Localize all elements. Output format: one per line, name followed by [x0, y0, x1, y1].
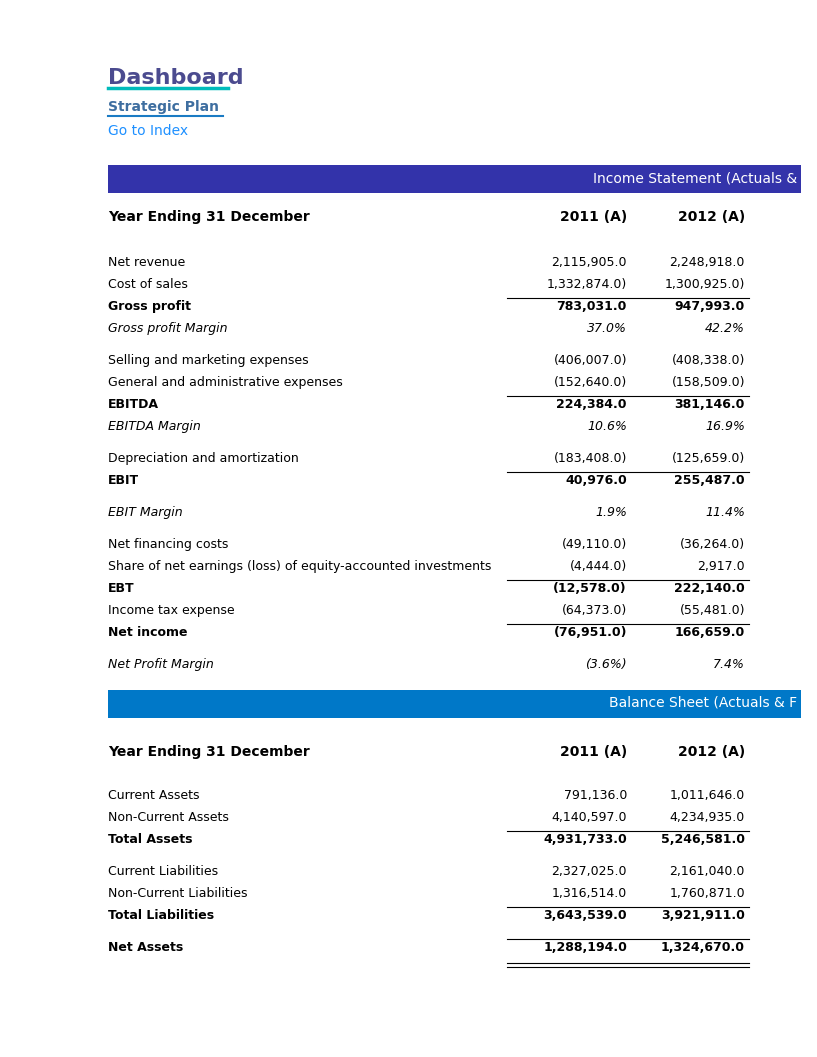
- Text: Net Assets: Net Assets: [108, 941, 183, 954]
- Text: (36,264.0): (36,264.0): [680, 538, 745, 551]
- Bar: [108, 690, 801, 718]
- Text: Selling and marketing expenses: Selling and marketing expenses: [108, 354, 309, 367]
- Text: 1,300,925.0): 1,300,925.0): [664, 278, 745, 291]
- Text: 3,921,911.0: 3,921,911.0: [661, 909, 745, 922]
- Text: 2,248,918.0: 2,248,918.0: [670, 256, 745, 268]
- Text: Strategic Plan: Strategic Plan: [108, 100, 219, 114]
- Text: 2012 (A): 2012 (A): [678, 210, 745, 224]
- Text: 7.4%: 7.4%: [713, 659, 745, 671]
- Text: 2,917.0: 2,917.0: [698, 560, 745, 573]
- Text: General and administrative expenses: General and administrative expenses: [108, 376, 343, 389]
- Text: 224,384.0: 224,384.0: [556, 398, 627, 411]
- Text: 4,140,597.0: 4,140,597.0: [551, 811, 627, 824]
- Text: 2,327,025.0: 2,327,025.0: [551, 865, 627, 878]
- Text: EBT: EBT: [108, 582, 135, 595]
- Text: 2011 (A): 2011 (A): [560, 745, 627, 759]
- Text: (55,481.0): (55,481.0): [680, 604, 745, 617]
- Text: 4,931,733.0: 4,931,733.0: [543, 833, 627, 846]
- Text: Non-Current Liabilities: Non-Current Liabilities: [108, 887, 248, 900]
- Text: 10.6%: 10.6%: [587, 420, 627, 433]
- Text: 1,324,670.0: 1,324,670.0: [661, 941, 745, 954]
- Text: (152,640.0): (152,640.0): [554, 376, 627, 389]
- Bar: [108, 165, 801, 193]
- Text: (406,007.0): (406,007.0): [553, 354, 627, 367]
- Text: Net Profit Margin: Net Profit Margin: [108, 659, 214, 671]
- Text: Share of net earnings (loss) of equity-accounted investments: Share of net earnings (loss) of equity-a…: [108, 560, 491, 573]
- Text: 11.4%: 11.4%: [705, 506, 745, 519]
- Text: 40,976.0: 40,976.0: [565, 474, 627, 487]
- Text: Net financing costs: Net financing costs: [108, 538, 229, 551]
- Text: EBIT Margin: EBIT Margin: [108, 506, 183, 519]
- Text: Year Ending 31 December: Year Ending 31 December: [108, 210, 310, 224]
- Text: 255,487.0: 255,487.0: [674, 474, 745, 487]
- Text: 5,246,581.0: 5,246,581.0: [661, 833, 745, 846]
- Text: 791,136.0: 791,136.0: [564, 789, 627, 802]
- Text: 2,161,040.0: 2,161,040.0: [670, 865, 745, 878]
- Text: 1,760,871.0: 1,760,871.0: [669, 887, 745, 900]
- Text: 783,031.0: 783,031.0: [556, 300, 627, 313]
- Text: Balance Sheet (Actuals & F: Balance Sheet (Actuals & F: [609, 696, 797, 710]
- Text: 2011 (A): 2011 (A): [560, 210, 627, 224]
- Text: Income tax expense: Income tax expense: [108, 604, 234, 617]
- Text: 166,659.0: 166,659.0: [675, 626, 745, 639]
- Text: (12,578.0): (12,578.0): [553, 582, 627, 595]
- Text: Total Assets: Total Assets: [108, 833, 193, 846]
- Text: EBIT: EBIT: [108, 474, 139, 487]
- Text: EBITDA: EBITDA: [108, 398, 159, 411]
- Text: 3,643,539.0: 3,643,539.0: [543, 909, 627, 922]
- Text: 1,288,194.0: 1,288,194.0: [543, 941, 627, 954]
- Text: (158,509.0): (158,509.0): [672, 376, 745, 389]
- Text: 2012 (A): 2012 (A): [678, 745, 745, 759]
- Text: Income Statement (Actuals &: Income Statement (Actuals &: [593, 171, 797, 185]
- Text: 222,140.0: 222,140.0: [674, 582, 745, 595]
- Text: Depreciation and amortization: Depreciation and amortization: [108, 452, 299, 465]
- Text: Current Assets: Current Assets: [108, 789, 199, 802]
- Text: (49,110.0): (49,110.0): [562, 538, 627, 551]
- Text: 37.0%: 37.0%: [587, 322, 627, 335]
- Text: 1,011,646.0: 1,011,646.0: [670, 789, 745, 802]
- Text: Gross profit: Gross profit: [108, 300, 191, 313]
- Text: (64,373.0): (64,373.0): [562, 604, 627, 617]
- Text: (4,444.0): (4,444.0): [569, 560, 627, 573]
- Text: 42.2%: 42.2%: [705, 322, 745, 335]
- Text: (125,659.0): (125,659.0): [672, 452, 745, 465]
- Text: (3.6%): (3.6%): [585, 659, 627, 671]
- Text: Cost of sales: Cost of sales: [108, 278, 188, 291]
- Text: EBITDA Margin: EBITDA Margin: [108, 420, 201, 433]
- Text: 2,115,905.0: 2,115,905.0: [551, 256, 627, 268]
- Text: Gross profit Margin: Gross profit Margin: [108, 322, 227, 335]
- Text: 1,316,514.0: 1,316,514.0: [551, 887, 627, 900]
- Text: Total Liabilities: Total Liabilities: [108, 909, 214, 922]
- Text: Current Liabilities: Current Liabilities: [108, 865, 218, 878]
- Text: Dashboard: Dashboard: [108, 68, 243, 88]
- Text: Non-Current Assets: Non-Current Assets: [108, 811, 229, 824]
- Text: (183,408.0): (183,408.0): [554, 452, 627, 465]
- Text: Net income: Net income: [108, 626, 187, 639]
- Text: 16.9%: 16.9%: [705, 420, 745, 433]
- Text: (76,951.0): (76,951.0): [553, 626, 627, 639]
- Text: 1.9%: 1.9%: [595, 506, 627, 519]
- Text: (408,338.0): (408,338.0): [672, 354, 745, 367]
- Text: 1,332,874.0): 1,332,874.0): [547, 278, 627, 291]
- Text: 4,234,935.0: 4,234,935.0: [670, 811, 745, 824]
- Text: Net revenue: Net revenue: [108, 256, 185, 268]
- Text: 947,993.0: 947,993.0: [675, 300, 745, 313]
- Text: Go to Index: Go to Index: [108, 124, 188, 138]
- Text: Year Ending 31 December: Year Ending 31 December: [108, 745, 310, 759]
- Text: 381,146.0: 381,146.0: [675, 398, 745, 411]
